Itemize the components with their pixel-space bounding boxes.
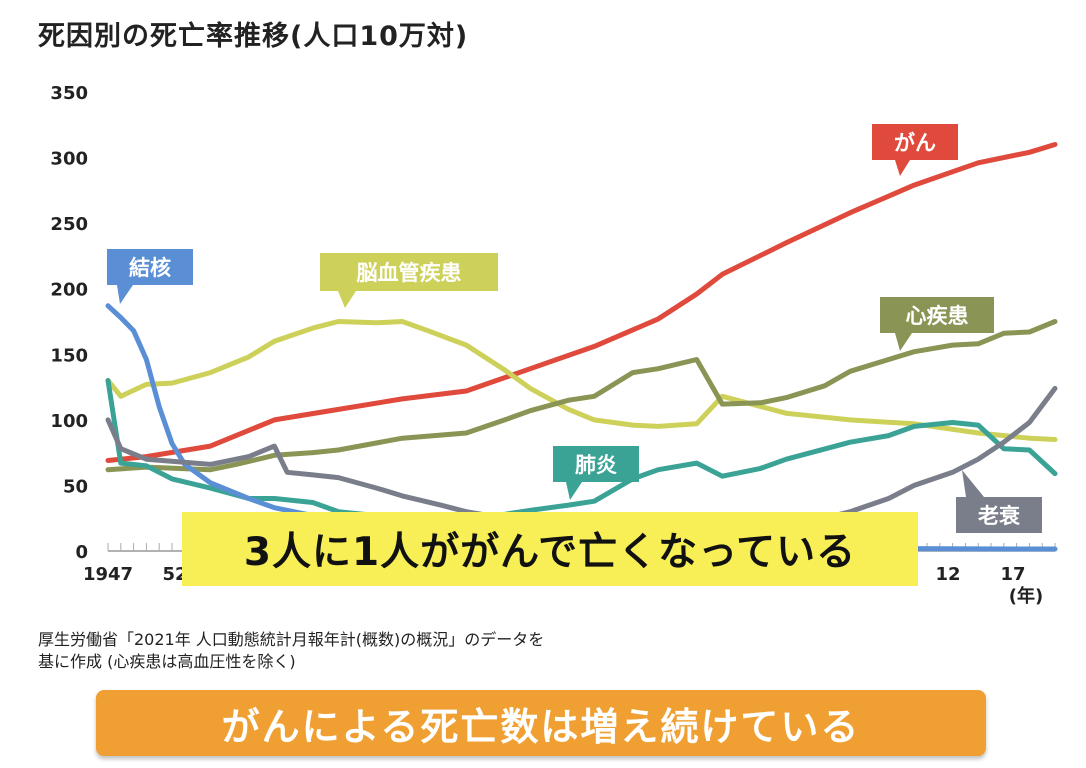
y-tick-label: 350 — [50, 83, 88, 104]
series-callout-pointer — [962, 470, 984, 497]
series-callout-pointer — [566, 482, 582, 500]
x-tick-label: 17 — [1000, 564, 1025, 585]
series-label: 脳血管疾患 — [357, 261, 462, 285]
y-tick-label: 50 — [63, 476, 88, 497]
series-callout-pointer — [338, 291, 356, 308]
y-tick-label: 100 — [50, 411, 88, 432]
source-note-line2: 基に作成 (心疾患は高血圧性を除く) — [38, 648, 296, 672]
series-label: 心疾患 — [906, 304, 969, 328]
series-label: がん — [894, 131, 936, 155]
source-note-line1: 厚生労働省「2021年 人口動態統計月報年計(概数)の概況」のデータを — [38, 626, 544, 650]
y-tick-label: 150 — [50, 345, 88, 366]
y-tick-label: 200 — [50, 280, 88, 301]
y-tick-label: 300 — [50, 149, 88, 170]
series-callout-pointer — [895, 333, 912, 351]
series-label: 結核 — [129, 256, 171, 280]
headline-banner: 3人に1人ががんで亡くなっている — [182, 512, 918, 586]
series-lines — [108, 145, 1055, 550]
x-axis-unit-label: (年) — [1009, 585, 1043, 607]
series-label: 老衰 — [978, 504, 1021, 528]
y-tick-label: 0 — [75, 542, 88, 563]
x-tick-label: 1947 — [83, 564, 133, 585]
y-tick-label: 250 — [50, 214, 88, 235]
series-callout-pointer — [117, 285, 133, 304]
bottom-banner: がんによる死亡数は増え続けている — [96, 690, 986, 756]
x-tick-label: 12 — [935, 564, 960, 585]
series-label: 肺炎 — [575, 453, 617, 477]
series-callout-pointer — [895, 160, 910, 176]
series-line-1 — [108, 322, 1055, 440]
